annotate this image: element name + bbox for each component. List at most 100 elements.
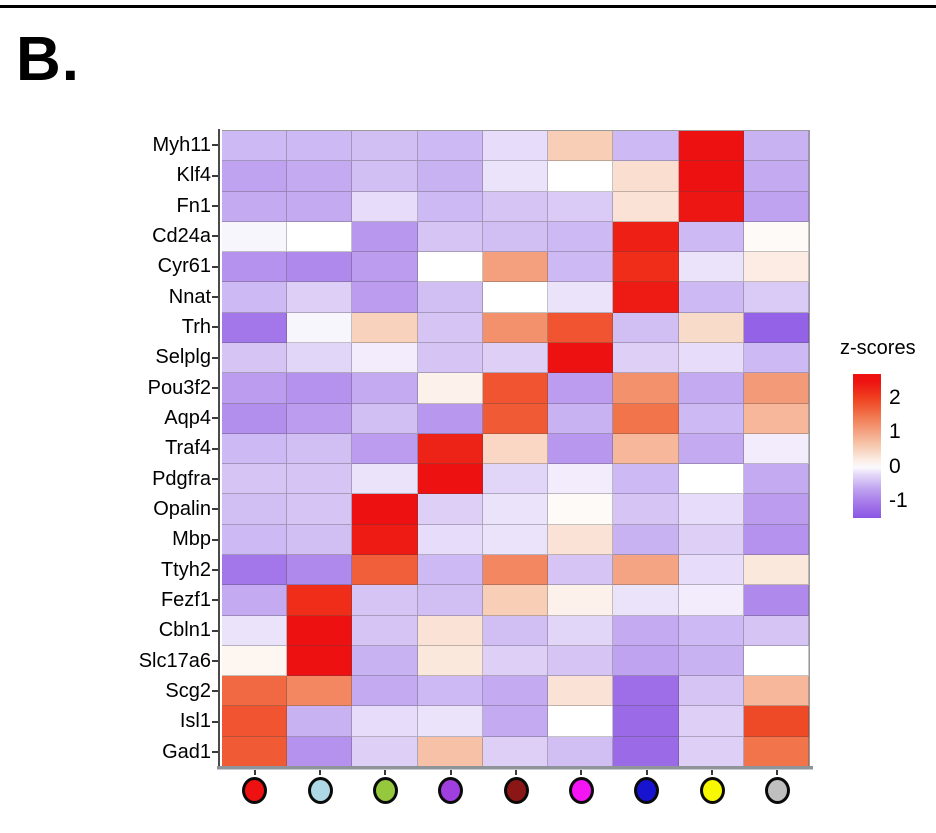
heatmap-cell-selplg-red: [222, 343, 288, 374]
heatmap-cell-traf4-gray: [743, 433, 809, 465]
heatmap-cell-myh11-yellow: [678, 131, 744, 162]
heatmap-cell-opalin-purple: [417, 494, 483, 525]
heatmap-cell-pou3f2-gray: [743, 373, 809, 404]
heatmap-cell-scg2-yellow: [678, 676, 744, 707]
y-axis-tick: [212, 508, 218, 511]
heatmap-cell-klf4-blue: [613, 161, 679, 192]
heatmap-cell-klf4-gray: [743, 161, 809, 192]
heatmap-cell-nnat-yellow-green: [352, 282, 418, 313]
heatmap-cell-scg2-blue: [613, 676, 679, 707]
heatmap-cell-gad1-yellow-green: [352, 736, 418, 767]
heatmap-cell-fezf1-yellow-green: [352, 585, 418, 616]
cluster-dot-light-blue: [307, 777, 333, 804]
heatmap-cell-slc17a6-gray: [743, 645, 809, 677]
gene-label-traf4: Traf4: [165, 437, 211, 460]
heatmap-cell-selplg-yellow-green: [352, 343, 418, 374]
gene-label-scg2: Scg2: [165, 680, 211, 703]
heatmap-cell-ttyh2-yellow-green: [352, 555, 418, 586]
y-axis-tick: [212, 144, 218, 147]
x-axis-tick: [319, 770, 321, 775]
heatmap-cell-nnat-magenta: [548, 282, 614, 313]
heatmap-cell-isl1-blue: [613, 706, 679, 737]
heatmap-cell-pdgfra-dark-red: [482, 464, 549, 495]
heatmap-cell-klf4-yellow: [678, 161, 744, 192]
heatmap-cell-pdgfra-magenta: [548, 464, 614, 495]
x-axis-tick: [711, 770, 713, 775]
heatmap-cell-opalin-blue: [613, 494, 679, 525]
cluster-dot-blue: [634, 777, 660, 804]
heatmap-cell-nnat-dark-red: [482, 282, 549, 313]
gene-label-nnat: Nnat: [168, 285, 211, 308]
heatmap-cell-pou3f2-yellow: [678, 373, 744, 404]
heatmap-cell-opalin-magenta: [548, 494, 614, 525]
heatmap-cell-pou3f2-yellow-green: [352, 373, 418, 404]
y-axis-tick: [212, 720, 218, 723]
gene-label-ttyh2: Ttyh2: [160, 558, 211, 581]
heatmap-cell-isl1-dark-red: [482, 706, 549, 737]
heatmap-cell-ttyh2-magenta: [548, 555, 614, 586]
heatmap-cell-cbln1-red: [222, 615, 288, 646]
heatmap-cell-nnat-blue: [613, 282, 679, 313]
heatmap-cell-cd24a-red: [222, 221, 288, 253]
heatmap-cell-aqp4-light-blue: [287, 403, 353, 434]
gene-label-pou3f2: Pou3f2: [147, 376, 211, 399]
heatmap-cell-cbln1-yellow: [678, 615, 744, 646]
heatmap-cell-traf4-dark-red: [482, 433, 549, 465]
heatmap-cell-cyr61-yellow-green: [352, 252, 418, 283]
heatmap-cell-myh11-gray: [743, 131, 809, 162]
heatmap-cell-pdgfra-red: [222, 464, 288, 495]
heatmap-cell-isl1-yellow-green: [352, 706, 418, 737]
heatmap-cell-aqp4-blue: [613, 403, 679, 434]
heatmap-cell-ttyh2-yellow: [678, 555, 744, 586]
heatmap-cell-fezf1-magenta: [548, 585, 614, 616]
gene-label-cyr61: Cyr61: [157, 255, 211, 278]
y-axis-tick: [212, 295, 218, 298]
heatmap-cell-fezf1-yellow: [678, 585, 744, 616]
heatmap-cell-gad1-purple: [417, 736, 483, 767]
heatmap-cell-trh-dark-red: [482, 312, 549, 343]
heatmap-cell-cyr61-red: [222, 252, 288, 283]
heatmap-cell-fn1-red: [222, 191, 288, 222]
heatmap-cell-trh-red: [222, 312, 288, 343]
legend-title: z-scores: [840, 337, 916, 359]
heatmap-cell-trh-purple: [417, 312, 483, 343]
heatmap-cell-cyr61-yellow: [678, 252, 744, 283]
heatmap-cell-mbp-red: [222, 524, 288, 555]
heatmap-cell-cd24a-gray: [743, 221, 809, 253]
heatmap-cell-myh11-dark-red: [482, 131, 549, 162]
x-axis-tick: [580, 770, 583, 775]
heatmap-cell-cbln1-yellow-green: [352, 615, 418, 646]
heatmap-cell-opalin-gray: [743, 494, 809, 525]
heatmap-cell-isl1-light-blue: [287, 706, 353, 737]
heatmap-cell-slc17a6-dark-red: [482, 645, 549, 677]
heatmap-cell-cbln1-purple: [417, 615, 483, 646]
heatmap-cell-traf4-yellow: [678, 433, 744, 465]
heatmap-cell-ttyh2-blue: [613, 555, 679, 586]
gene-label-mbp: Mbp: [172, 528, 211, 551]
heatmap-cell-aqp4-yellow-green: [352, 403, 418, 434]
heatmap-cell-traf4-blue: [613, 433, 679, 465]
heatmap-cell-myh11-blue: [613, 131, 679, 162]
y-axis-tick: [212, 690, 218, 693]
heatmap-cell-slc17a6-red: [222, 645, 288, 677]
heatmap-cell-pou3f2-magenta: [548, 373, 614, 404]
heatmap-cell-mbp-purple: [417, 524, 483, 555]
panel-label: B.: [16, 25, 80, 94]
heatmap-cell-cyr61-blue: [613, 252, 679, 283]
x-axis-tick: [645, 770, 648, 775]
top-border-line: [0, 5, 936, 8]
heatmap-cell-fn1-gray: [743, 191, 809, 222]
y-axis-tick: [212, 265, 218, 268]
gene-label-fezf1: Fezf1: [160, 589, 211, 612]
gene-label-selplg: Selplg: [155, 346, 211, 369]
heatmap-cell-selplg-magenta: [548, 343, 614, 374]
heatmap-cell-cbln1-dark-red: [482, 615, 549, 646]
x-axis-tick: [253, 770, 256, 775]
heatmap-cell-scg2-purple: [417, 676, 483, 707]
heatmap-cell-pou3f2-purple: [417, 373, 483, 404]
y-axis-tick: [212, 386, 218, 389]
legend-tick-label: -1: [889, 488, 908, 512]
heatmap-cell-selplg-blue: [613, 343, 679, 374]
heatmap-cell-slc17a6-blue: [613, 645, 679, 677]
heatmap-cell-aqp4-gray: [743, 403, 809, 434]
